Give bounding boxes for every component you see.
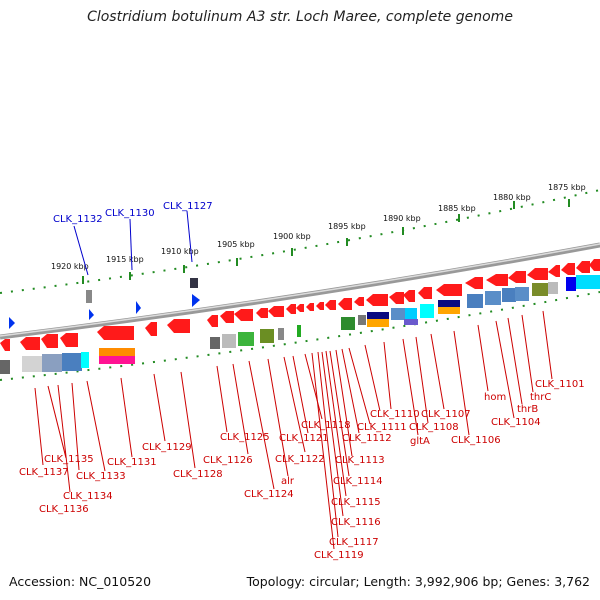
gene-label: CLK_1128	[173, 469, 223, 480]
gene-label: CLK_1108	[409, 422, 459, 433]
scale-label: 1885 kbp	[438, 204, 476, 213]
major-ticks	[82, 199, 570, 284]
accession-text: Accession: NC_010520	[9, 574, 152, 589]
gene-label: CLK_1110	[370, 409, 420, 420]
gene-label: CLK_1118	[301, 420, 351, 431]
gene-label: CLK_1132	[53, 214, 103, 225]
scale-label: 1880 kbp	[493, 193, 531, 202]
scale-labels: 1920 kbp 1915 kbp 1910 kbp 1905 kbp 1900…	[51, 183, 586, 271]
scale-label: 1910 kbp	[161, 247, 199, 256]
bottom-leaders	[34, 310, 553, 550]
gene-label: CLK_1137	[19, 467, 69, 478]
gene-label: CLK_1111	[357, 422, 407, 433]
gene-label: CLK_1124	[244, 489, 294, 500]
map-title: Clostridium botulinum A3 str. Loch Maree…	[87, 9, 513, 25]
gene-label: CLK_1133	[76, 471, 126, 482]
gene-label: CLK_1116	[331, 517, 381, 528]
gene-label: CLK_1112	[342, 433, 392, 444]
gene-label: CLK_1115	[331, 497, 381, 508]
forward-genes	[0, 259, 600, 351]
gene-label: CLK_1135	[44, 454, 94, 465]
scale-label: 1895 kbp	[328, 222, 366, 231]
gene-label: CLK_1122	[275, 454, 325, 465]
scale-label: 1905 kbp	[217, 240, 255, 249]
gene-label: alr	[281, 476, 295, 487]
scale-label: 1900 kbp	[273, 232, 311, 241]
scale-label: 1875 kbp	[548, 183, 586, 192]
gene-label: CLK_1131	[107, 457, 157, 468]
gene-label: CLK_1129	[142, 442, 192, 453]
gene-label: CLK_1134	[63, 491, 113, 502]
gene-label: CLK_1136	[39, 504, 89, 515]
gene-label: thrB	[517, 404, 538, 415]
genome-backbone	[0, 242, 600, 340]
gene-label: thrC	[530, 392, 551, 403]
scale-label: 1890 kbp	[383, 214, 421, 223]
scale-label: 1915 kbp	[106, 255, 144, 264]
scale-label: 1920 kbp	[51, 262, 89, 271]
gene-label: gltA	[410, 436, 430, 447]
gene-label: hom	[484, 392, 506, 403]
gene-label: CLK_1101	[535, 379, 585, 390]
gene-label: CLK_1107	[421, 409, 471, 420]
bottom-labels: CLK_1137 CLK_1135 CLK_1134 CLK_1136 CLK_…	[19, 379, 585, 561]
gene-label: CLK_1114	[333, 476, 383, 487]
gene-label: CLK_1127	[163, 201, 213, 212]
gene-label: CLK_1130	[105, 208, 155, 219]
top-labels: CLK_1132 CLK_1130 CLK_1127	[53, 201, 213, 225]
gene-label: CLK_1117	[329, 537, 379, 548]
genome-summary-text: Topology: circular; Length: 3,992,906 bp…	[246, 574, 590, 589]
feature-tracks	[0, 275, 600, 374]
top-leaders	[73, 210, 193, 276]
gene-label: CLK_1121	[279, 433, 329, 444]
gene-label: CLK_1126	[203, 455, 253, 466]
gene-label: CLK_1125	[220, 432, 270, 443]
gene-label: CLK_1106	[451, 435, 501, 446]
gene-label: CLK_1119	[314, 550, 364, 561]
genome-backbone-highlight	[0, 243, 600, 337]
rna-features	[9, 278, 200, 329]
gene-label: CLK_1113	[335, 455, 385, 466]
gene-label: CLK_1104	[491, 417, 541, 428]
